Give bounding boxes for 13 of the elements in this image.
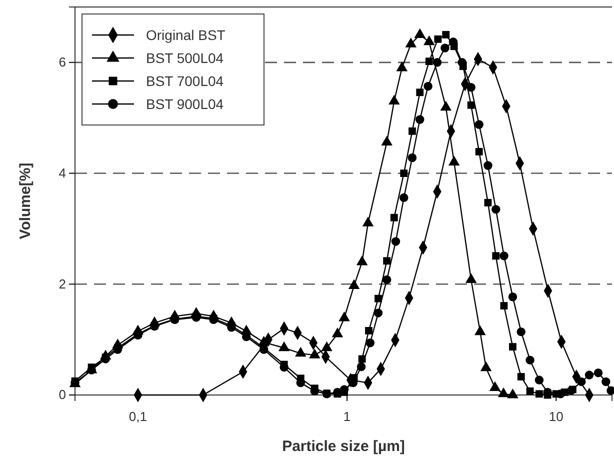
y-axis-title: Volume[%] bbox=[17, 162, 34, 240]
legend-label: BST 500L04 bbox=[146, 50, 224, 66]
legend-label: BST 900L04 bbox=[146, 96, 224, 112]
y-tick-label: 2 bbox=[58, 276, 66, 292]
x-tick-label: 0,1 bbox=[128, 408, 147, 424]
y-tick-label: 0 bbox=[58, 387, 66, 402]
x-axis-title: Particle size [µm] bbox=[282, 438, 405, 455]
y-tick-label: 4 bbox=[58, 165, 66, 180]
y-tick-label: 6 bbox=[58, 54, 66, 70]
x-tick-label: 10 bbox=[548, 408, 564, 424]
legend-label: Original BST bbox=[146, 27, 226, 43]
x-tick-label: 1 bbox=[343, 408, 351, 424]
legend-label: BST 700L04 bbox=[146, 73, 224, 89]
